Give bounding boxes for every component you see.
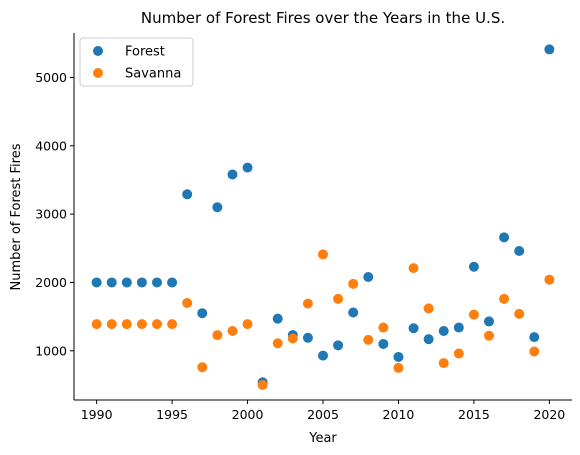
point-savanna bbox=[122, 319, 132, 329]
point-forest bbox=[92, 277, 102, 287]
x-tick-label: 1995 bbox=[156, 407, 188, 422]
point-savanna bbox=[273, 338, 283, 348]
point-savanna bbox=[469, 310, 479, 320]
y-axis-ticks: 1000 2000 3000 4000 5000 bbox=[35, 70, 74, 358]
y-tick-label: 4000 bbox=[35, 138, 67, 153]
point-forest bbox=[348, 308, 358, 318]
legend-marker-savanna bbox=[93, 68, 103, 78]
y-tick-label: 5000 bbox=[35, 70, 67, 85]
point-forest bbox=[122, 277, 132, 287]
point-forest bbox=[454, 323, 464, 333]
point-savanna bbox=[197, 362, 207, 372]
point-savanna bbox=[378, 323, 388, 333]
y-tick-label: 3000 bbox=[35, 207, 67, 222]
point-savanna bbox=[454, 349, 464, 359]
point-savanna bbox=[243, 319, 253, 329]
point-savanna bbox=[499, 294, 509, 304]
point-savanna bbox=[514, 309, 524, 319]
point-savanna bbox=[212, 330, 222, 340]
point-forest bbox=[197, 308, 207, 318]
point-forest bbox=[182, 189, 192, 199]
legend-label-forest: Forest bbox=[125, 45, 165, 60]
x-tick-label: 2010 bbox=[383, 407, 415, 422]
point-forest bbox=[514, 246, 524, 256]
y-tick-label: 1000 bbox=[35, 343, 67, 358]
point-forest bbox=[484, 316, 494, 326]
point-savanna bbox=[137, 319, 147, 329]
point-forest bbox=[499, 232, 509, 242]
point-savanna bbox=[167, 319, 177, 329]
point-forest bbox=[424, 334, 434, 344]
point-savanna bbox=[288, 333, 298, 343]
x-tick-label: 2005 bbox=[307, 407, 339, 422]
point-forest bbox=[544, 44, 554, 54]
legend-label-savanna: Savanna bbox=[125, 67, 181, 82]
point-forest bbox=[273, 314, 283, 324]
point-savanna bbox=[182, 298, 192, 308]
point-savanna bbox=[303, 299, 313, 309]
point-forest bbox=[212, 202, 222, 212]
point-savanna bbox=[258, 380, 268, 390]
legend: Forest Savanna bbox=[80, 38, 193, 86]
point-forest bbox=[393, 352, 403, 362]
y-axis-label: Number of Forest Fires bbox=[9, 143, 24, 290]
point-savanna bbox=[152, 319, 162, 329]
point-forest bbox=[529, 332, 539, 342]
point-savanna bbox=[318, 249, 328, 259]
point-savanna bbox=[439, 358, 449, 368]
point-savanna bbox=[424, 303, 434, 313]
point-savanna bbox=[107, 319, 117, 329]
point-forest bbox=[378, 339, 388, 349]
x-tick-label: 2020 bbox=[533, 407, 565, 422]
point-forest bbox=[227, 169, 237, 179]
point-forest bbox=[107, 277, 117, 287]
x-tick-label: 1990 bbox=[81, 407, 113, 422]
point-forest bbox=[469, 262, 479, 272]
x-axis-ticks: 1990 1995 2000 2005 2010 2015 2020 bbox=[81, 400, 566, 422]
point-savanna bbox=[544, 275, 554, 285]
point-forest bbox=[303, 333, 313, 343]
x-tick-label: 2000 bbox=[232, 407, 264, 422]
point-savanna bbox=[348, 279, 358, 289]
x-axis-label: Year bbox=[308, 431, 337, 446]
chart-title: Number of Forest Fires over the Years in… bbox=[141, 9, 505, 27]
point-forest bbox=[167, 277, 177, 287]
plot-area bbox=[92, 44, 555, 390]
y-tick-label: 2000 bbox=[35, 275, 67, 290]
point-forest bbox=[409, 323, 419, 333]
point-forest bbox=[333, 340, 343, 350]
point-savanna bbox=[227, 326, 237, 336]
legend-marker-forest bbox=[93, 46, 103, 56]
point-savanna bbox=[333, 294, 343, 304]
point-savanna bbox=[529, 346, 539, 356]
point-forest bbox=[318, 351, 328, 361]
point-savanna bbox=[363, 335, 373, 345]
point-forest bbox=[137, 277, 147, 287]
x-tick-label: 2015 bbox=[458, 407, 490, 422]
point-forest bbox=[243, 163, 253, 173]
point-savanna bbox=[393, 363, 403, 373]
point-forest bbox=[152, 277, 162, 287]
point-forest bbox=[363, 272, 373, 282]
point-savanna bbox=[409, 263, 419, 273]
point-forest bbox=[439, 326, 449, 336]
point-savanna bbox=[92, 319, 102, 329]
point-savanna bbox=[484, 331, 494, 341]
